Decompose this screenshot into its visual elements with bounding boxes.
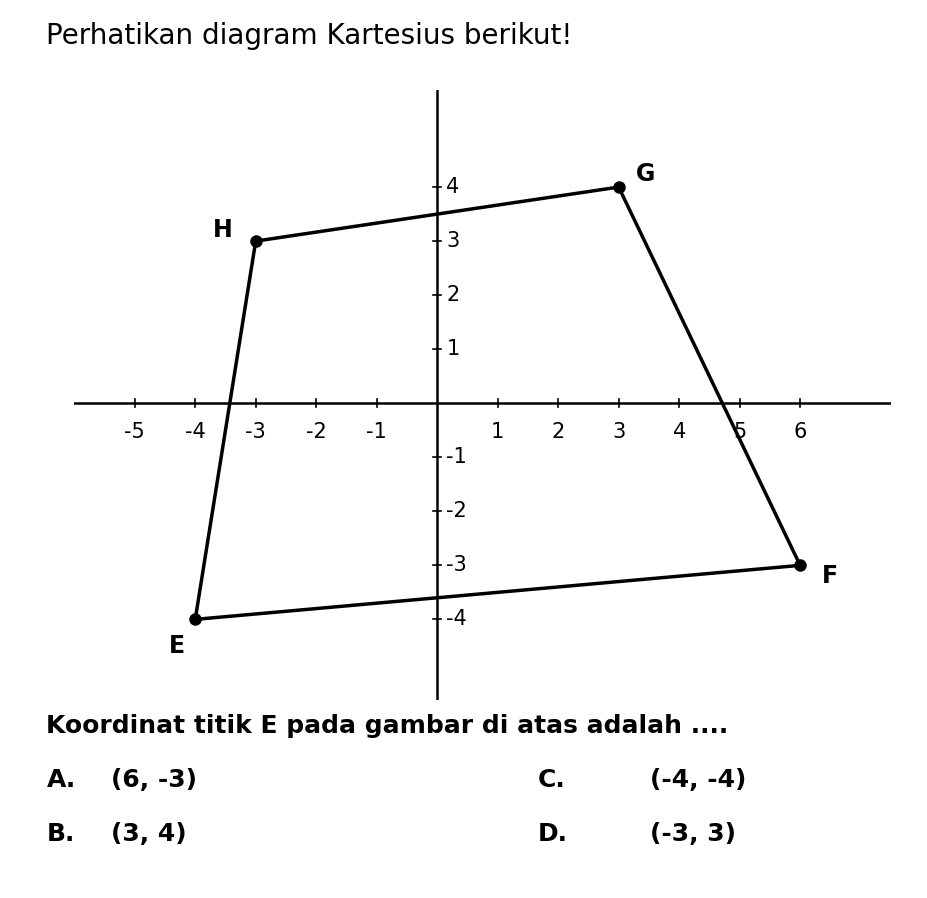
Text: 3: 3 <box>446 231 459 251</box>
Text: H: H <box>212 218 232 242</box>
Text: -4: -4 <box>446 610 466 629</box>
Text: Koordinat titik E pada gambar di atas adalah ....: Koordinat titik E pada gambar di atas ad… <box>46 714 728 738</box>
Text: 4: 4 <box>446 177 459 197</box>
Text: 2: 2 <box>446 286 459 305</box>
Text: -4: -4 <box>184 422 206 442</box>
Text: 5: 5 <box>732 422 745 442</box>
Text: 2: 2 <box>551 422 565 442</box>
Text: C.: C. <box>538 768 565 792</box>
Text: (6, -3): (6, -3) <box>111 768 197 792</box>
Text: -5: -5 <box>124 422 145 442</box>
Text: (-4, -4): (-4, -4) <box>649 768 745 792</box>
Text: 6: 6 <box>793 422 806 442</box>
Text: B.: B. <box>46 822 75 846</box>
Text: -1: -1 <box>366 422 387 442</box>
Text: D.: D. <box>538 822 567 846</box>
Text: (-3, 3): (-3, 3) <box>649 822 735 846</box>
Text: G: G <box>636 162 654 186</box>
Text: -1: -1 <box>446 447 466 467</box>
Text: -2: -2 <box>446 501 466 522</box>
Text: (3, 4): (3, 4) <box>111 822 186 846</box>
Text: -2: -2 <box>306 422 326 442</box>
Text: 4: 4 <box>672 422 685 442</box>
Text: Perhatikan diagram Kartesius berikut!: Perhatikan diagram Kartesius berikut! <box>46 22 572 50</box>
Text: F: F <box>821 564 838 588</box>
Text: -3: -3 <box>446 555 466 576</box>
Text: 3: 3 <box>612 422 625 442</box>
Text: 1: 1 <box>446 339 459 359</box>
Text: -3: -3 <box>245 422 266 442</box>
Text: E: E <box>169 634 185 658</box>
Text: 1: 1 <box>490 422 503 442</box>
Text: A.: A. <box>46 768 76 792</box>
